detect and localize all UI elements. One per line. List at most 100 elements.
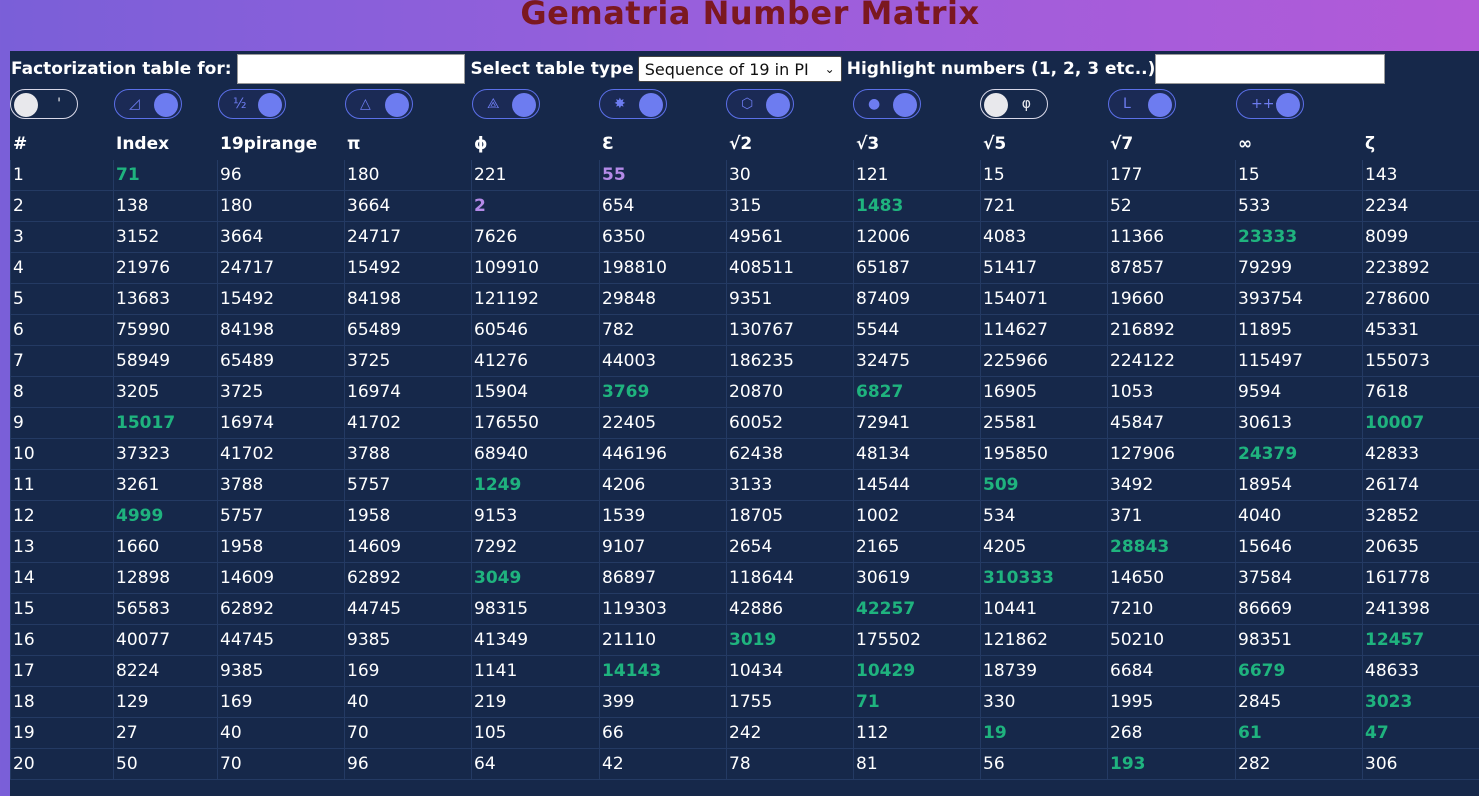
table-row: 10 37323 41702 3788 68940 446196 62438 48134 195… bbox=[10, 438, 1479, 470]
table-type-selected: Sequence of 19 in PI bbox=[644, 59, 809, 79]
table-cell: 782 bbox=[599, 314, 727, 346]
table-cell: 10441 bbox=[980, 593, 1108, 625]
table-cell: 16974 bbox=[217, 407, 345, 439]
table-cell: 8099 bbox=[1362, 221, 1479, 253]
table-cell: 169 bbox=[344, 655, 472, 687]
table-cell: 3788 bbox=[344, 438, 472, 470]
matrix-table: # Index 19pirange π ϕ Ɛ √2 √3 √5 √7 ∞ ζ 1 71 96 180 221… bbox=[10, 127, 1479, 780]
table-cell: 15017 bbox=[113, 407, 218, 439]
toggle-switch[interactable]: φ bbox=[980, 89, 1048, 119]
table-cell: 219 bbox=[471, 686, 600, 718]
table-cell: 2845 bbox=[1235, 686, 1363, 718]
table-cell: 11366 bbox=[1107, 221, 1236, 253]
toggle-switch[interactable]: ✸ bbox=[599, 89, 667, 119]
table-cell: 3261 bbox=[113, 469, 218, 501]
table-row: 4 21976 24717 15492 109910 198810 408511 65187 5… bbox=[10, 252, 1479, 284]
table-cell: 86897 bbox=[599, 562, 727, 594]
table-cell: 15 bbox=[980, 159, 1108, 191]
table-cell: 14609 bbox=[217, 562, 345, 594]
table-cell: 127906 bbox=[1107, 438, 1236, 470]
table-cell: 9 bbox=[10, 407, 114, 439]
table-cell: 12898 bbox=[113, 562, 218, 594]
table-row: 18 129 169 40 219 399 1755 71 330 1995 2845 3023 bbox=[10, 686, 1479, 718]
toggle-switch[interactable]: L bbox=[1108, 89, 1176, 119]
toggle-knob bbox=[1276, 93, 1300, 117]
table-cell: 96 bbox=[344, 748, 472, 780]
table-cell: 1995 bbox=[1107, 686, 1236, 718]
table-cell: 1002 bbox=[853, 500, 981, 532]
table-cell: 21110 bbox=[599, 624, 727, 656]
table-type-select[interactable]: Sequence of 19 in PI ⌄ bbox=[637, 56, 842, 82]
toggle-switch[interactable]: ⟁ bbox=[472, 89, 540, 119]
table-cell: 114627 bbox=[980, 314, 1108, 346]
toggle-switch[interactable]: +++ bbox=[1236, 89, 1304, 119]
table-cell: 11895 bbox=[1235, 314, 1363, 346]
table-cell: 48134 bbox=[853, 438, 981, 470]
table-cell: 52 bbox=[1107, 190, 1236, 222]
table-cell: 98351 bbox=[1235, 624, 1363, 656]
table-cell: 282 bbox=[1235, 748, 1363, 780]
highlight-input[interactable] bbox=[1155, 54, 1386, 84]
table-cell: 7618 bbox=[1362, 376, 1479, 408]
table-cell: 129 bbox=[113, 686, 218, 718]
column-header: ζ bbox=[1365, 133, 1376, 154]
toggle-switch[interactable]: △ bbox=[345, 89, 413, 119]
factorization-input[interactable] bbox=[236, 54, 465, 84]
table-cell: 29848 bbox=[599, 283, 727, 315]
hexagon-icon: ⬡ bbox=[741, 96, 754, 112]
table-cell: 62438 bbox=[726, 438, 854, 470]
table-cell: 12457 bbox=[1362, 624, 1479, 656]
toggle-switch[interactable]: ⬡ bbox=[726, 89, 794, 119]
table-row: 3 3152 3664 24717 7626 6350 49561 12006 4083 1136… bbox=[10, 221, 1479, 253]
table-cell: 20 bbox=[10, 748, 114, 780]
table-cell: 310333 bbox=[980, 562, 1108, 594]
table-cell: 9385 bbox=[344, 624, 472, 656]
table-cell: 12006 bbox=[853, 221, 981, 253]
table-cell: 2234 bbox=[1362, 190, 1479, 222]
table-row: 11 3261 3788 5757 1249 4206 3133 14544 509 3492 18… bbox=[10, 469, 1479, 501]
table-cell: 42257 bbox=[853, 593, 981, 625]
table-cell: 371 bbox=[1107, 500, 1236, 532]
toggle-switch[interactable]: ◿ bbox=[114, 89, 182, 119]
table-body: 1 71 96 180 221 55 30 121 15 177 15 143 2 138 180 3664 2… bbox=[10, 159, 1479, 780]
toggle-switch[interactable]: ● bbox=[853, 89, 921, 119]
table-cell: 198810 bbox=[599, 252, 727, 284]
table-cell: 7 bbox=[10, 345, 114, 377]
table-cell: 225966 bbox=[980, 345, 1108, 377]
apostrophe-icon: ' bbox=[57, 96, 61, 112]
table-cell: 2 bbox=[10, 190, 114, 222]
table-cell: 84198 bbox=[217, 314, 345, 346]
table-cell: 4205 bbox=[980, 531, 1108, 563]
table-cell: 399 bbox=[599, 686, 727, 718]
toggle-switch[interactable]: ½ bbox=[218, 89, 286, 119]
table-cell: 138 bbox=[113, 190, 218, 222]
table-cell: 47 bbox=[1362, 717, 1479, 749]
column-header: √2 bbox=[729, 133, 753, 154]
table-cell: 721 bbox=[980, 190, 1108, 222]
table-cell: 14544 bbox=[853, 469, 981, 501]
toggle-switch[interactable]: ' bbox=[10, 89, 78, 119]
table-cell: 446196 bbox=[599, 438, 727, 470]
star-icon: ✸ bbox=[614, 96, 626, 112]
table-cell: 4040 bbox=[1235, 500, 1363, 532]
table-cell: 8224 bbox=[113, 655, 218, 687]
table-cell: 176550 bbox=[471, 407, 600, 439]
table-cell: 1958 bbox=[217, 531, 345, 563]
right-triangle-icon: ◿ bbox=[129, 96, 140, 112]
column-header: ϕ bbox=[474, 133, 488, 154]
table-cell: 41702 bbox=[217, 438, 345, 470]
table-cell: 16905 bbox=[980, 376, 1108, 408]
toggle-knob bbox=[639, 93, 663, 117]
table-cell: 71 bbox=[853, 686, 981, 718]
table-cell: 18954 bbox=[1235, 469, 1363, 501]
table-cell: 6684 bbox=[1107, 655, 1236, 687]
table-cell: 14 bbox=[10, 562, 114, 594]
table-cell: 6 bbox=[10, 314, 114, 346]
table-cell: 180 bbox=[217, 190, 345, 222]
table-cell: 60546 bbox=[471, 314, 600, 346]
table-cell: 1141 bbox=[471, 655, 600, 687]
table-cell: 315 bbox=[726, 190, 854, 222]
table-cell: 66 bbox=[599, 717, 727, 749]
table-cell: 143 bbox=[1362, 159, 1479, 191]
table-cell: 221 bbox=[471, 159, 600, 191]
